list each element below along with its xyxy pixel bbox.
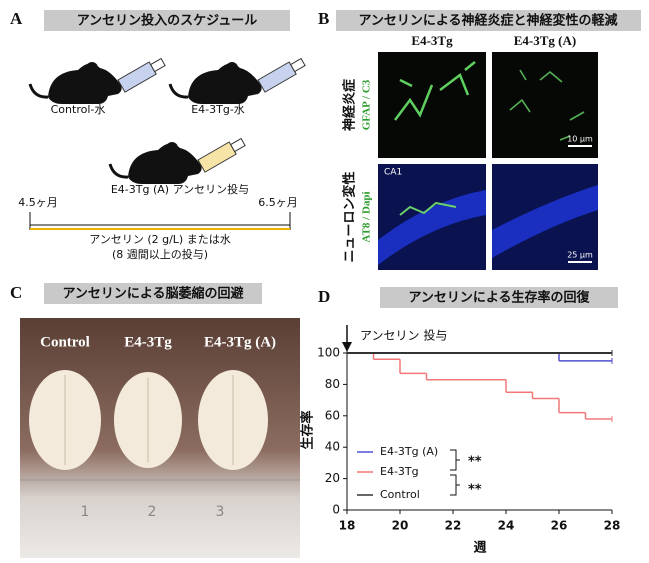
stain-label: AT8 / Dapi bbox=[361, 191, 373, 242]
y-tick-label: 0 bbox=[332, 503, 340, 517]
legend-label: Control bbox=[380, 488, 420, 501]
y-tick-label: 40 bbox=[325, 440, 340, 454]
panel-label: D bbox=[318, 287, 330, 306]
significance: ** bbox=[468, 483, 482, 498]
y-axis-label: 生存率 bbox=[300, 410, 316, 449]
annotation: アンセリン 投与 bbox=[360, 328, 447, 343]
panel-c: C アンセリンによる脳萎縮の回避 Control E4-3Tg E4-3Tg (… bbox=[10, 283, 300, 558]
chart-title: アンセリンによる生存率の回復 bbox=[408, 290, 590, 306]
panel-label: A bbox=[10, 9, 23, 28]
column-label: E4-3Tg (A) bbox=[514, 33, 576, 48]
row-label: 神経炎症 bbox=[342, 79, 358, 131]
y-tick-label: 60 bbox=[325, 408, 340, 422]
y-tick-label: 100 bbox=[317, 346, 340, 360]
group-label: E4-3Tg-水 bbox=[191, 103, 245, 116]
group-label: Control-水 bbox=[51, 103, 106, 116]
ruler-number: 1 bbox=[81, 504, 90, 520]
scale-bar-label: 10 µm bbox=[567, 135, 593, 144]
x-axis-label: 週 bbox=[473, 541, 486, 556]
x-tick-label: 18 bbox=[339, 519, 356, 533]
panel-label: B bbox=[318, 9, 329, 28]
group-label: E4-3Tg (A) アンセリン投与 bbox=[111, 182, 249, 196]
panel-title: アンセリンによる神経炎症と神経変性の軽減 bbox=[358, 13, 617, 29]
ruler-number: 2 bbox=[148, 504, 157, 520]
brain-label: E4-3Tg bbox=[124, 334, 172, 350]
scale-bar-label: 25 µm bbox=[567, 251, 593, 260]
timeline-start: 4.5ヶ月 bbox=[18, 196, 58, 209]
brain-label: E4-3Tg (A) bbox=[204, 334, 276, 350]
y-tick-label: 20 bbox=[325, 471, 340, 485]
column-label: E4-3Tg bbox=[411, 33, 453, 48]
panel-title: アンセリン投入のスケジュール bbox=[77, 13, 258, 29]
y-tick-label: 80 bbox=[325, 377, 340, 391]
panel-b: B アンセリンによる神経炎症と神経変性の軽減 E4-3Tg E4-3Tg (A)… bbox=[318, 9, 641, 270]
legend-label: E4-3Tg bbox=[380, 465, 419, 478]
x-tick-label: 20 bbox=[392, 519, 409, 533]
panel-label: C bbox=[10, 283, 22, 302]
x-tick-label: 22 bbox=[445, 519, 462, 533]
region-label: CA1 bbox=[384, 168, 402, 178]
x-tick-label: 24 bbox=[498, 519, 515, 533]
significance: ** bbox=[468, 455, 482, 470]
legend-label: E4-3Tg (A) bbox=[380, 445, 438, 458]
x-tick-label: 28 bbox=[604, 519, 621, 533]
row-label: ニューロン変性 bbox=[342, 171, 358, 262]
brain-label: Control bbox=[40, 334, 90, 350]
panel-d: D アンセリンによる生存率の回復 アンセリン 投与 週 生存率 ** ** 0 2… bbox=[300, 287, 621, 556]
ruler-number: 3 bbox=[216, 504, 225, 520]
x-tick-label: 26 bbox=[551, 519, 568, 533]
stain-label: GFAP / C3 bbox=[361, 79, 373, 130]
treatment: アンセリン (2 g/L) または水 bbox=[89, 233, 230, 246]
panel-a: A アンセリン投入のスケジュール Control-水 E4-3Tg-水 E4-3… bbox=[10, 9, 306, 261]
timeline-end: 6.5ヶ月 bbox=[258, 196, 298, 209]
panel-title: アンセリンによる脳萎縮の回避 bbox=[62, 286, 243, 302]
duration: (8 週間以上の投与) bbox=[112, 247, 208, 261]
